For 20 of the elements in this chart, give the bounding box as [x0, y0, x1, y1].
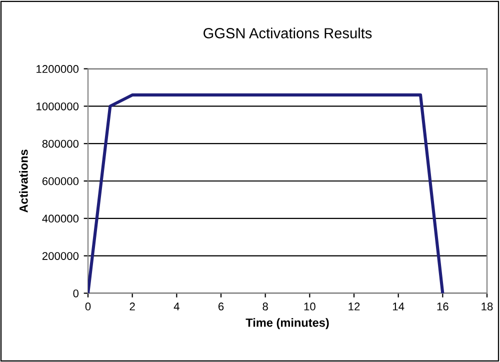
x-tick-label: 4 — [174, 302, 180, 310]
x-axis-title: Time (minutes) — [246, 318, 329, 330]
x-tick-label: 16 — [437, 302, 448, 310]
x-tick-label: 0 — [85, 302, 91, 310]
y-tick-label: 200000 — [42, 252, 79, 260]
x-tick-label: 8 — [262, 302, 268, 310]
x-tick-label: 14 — [393, 302, 404, 310]
x-tick-label: 18 — [482, 302, 493, 310]
y-tick-label: 1200000 — [36, 65, 79, 73]
y-tick-label: 1000000 — [36, 102, 79, 110]
x-tick-label: 2 — [130, 302, 135, 310]
y-axis-title: Activations — [19, 150, 28, 213]
x-tick-label: 10 — [304, 302, 316, 310]
y-tick-label: 400000 — [42, 214, 79, 223]
chart-title: GGSN Activations Results — [204, 28, 372, 38]
y-tick-label: 0 — [73, 289, 79, 298]
y-tick-label: 800000 — [42, 140, 79, 148]
y-tick-label: 600000 — [42, 177, 79, 186]
x-tick-label: 12 — [348, 302, 360, 310]
x-tick-label: 6 — [218, 302, 224, 310]
